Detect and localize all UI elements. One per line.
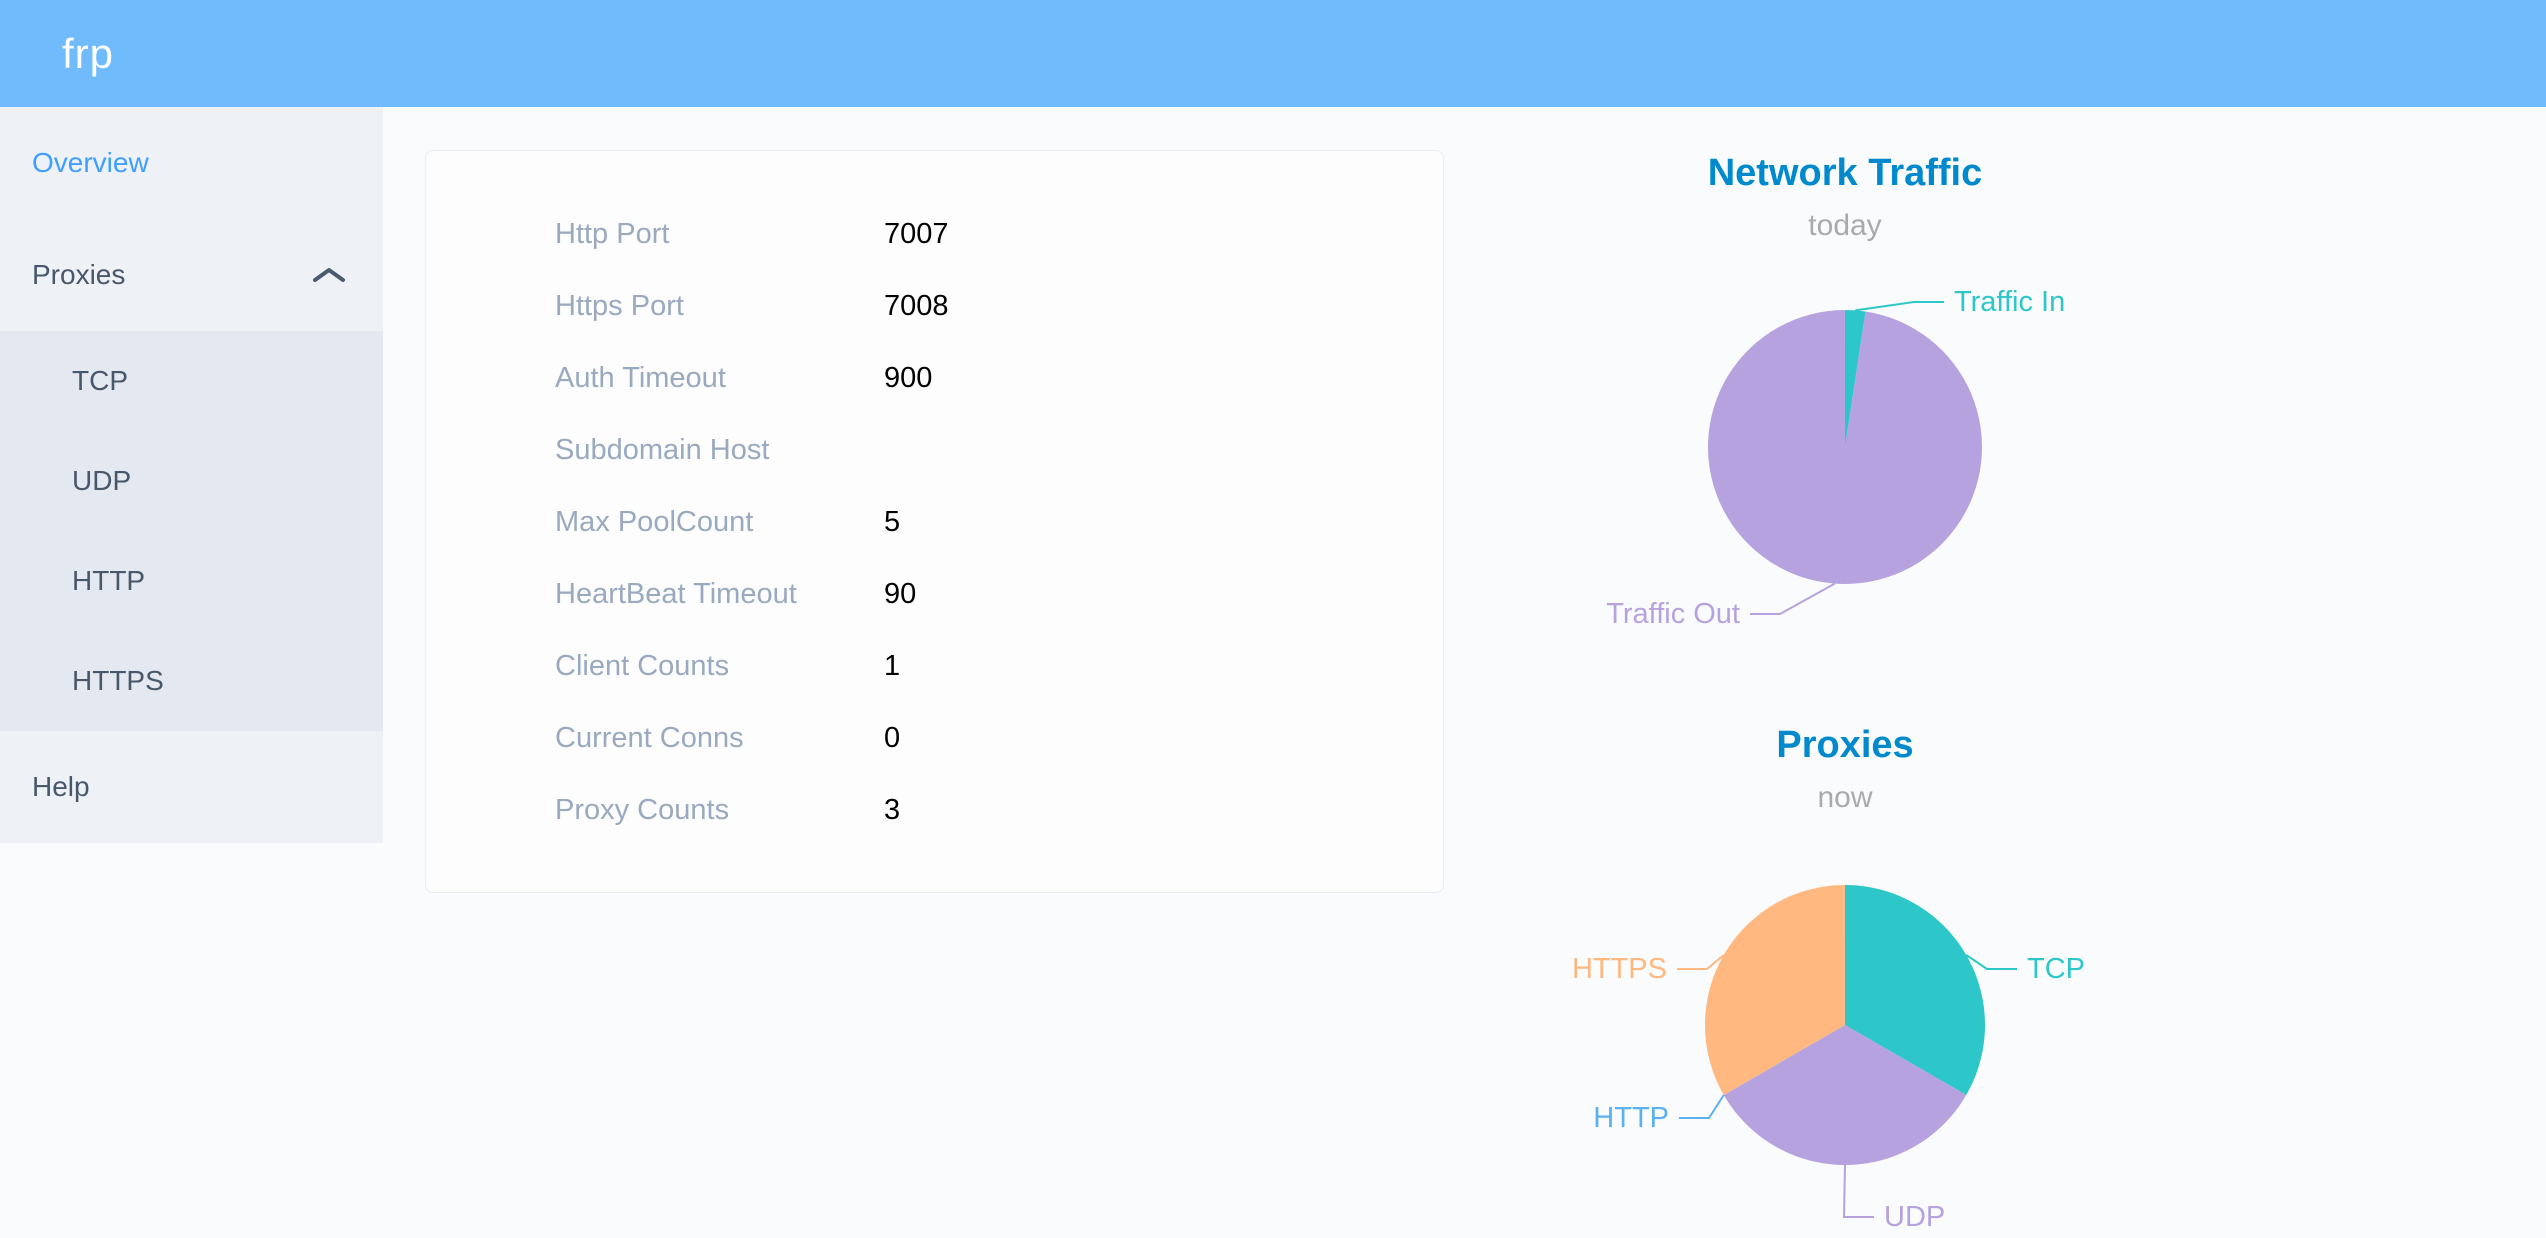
config-row-https-port: Https Port 7008: [426, 270, 1443, 342]
pie-slice-https[interactable]: [1705, 885, 1845, 1095]
sidebar-subitem-tcp-label: TCP: [72, 365, 128, 396]
sidebar-subitem-https[interactable]: HTTPS: [0, 631, 383, 731]
config-value: 3: [884, 793, 901, 826]
sidebar-item-overview-label: Overview: [32, 147, 149, 178]
app-logo[interactable]: frp: [62, 29, 115, 77]
config-label: Max PoolCount: [555, 505, 754, 538]
config-label: Https Port: [555, 289, 684, 322]
pie-label-udp: UDP: [1884, 1201, 1945, 1233]
pie-label-line: [1677, 954, 1725, 970]
config-label: Proxy Counts: [555, 793, 730, 826]
config-value: 90: [884, 577, 917, 610]
config-row-max-poolcount: Max PoolCount 5: [426, 486, 1443, 558]
config-value: 0: [884, 721, 901, 754]
config-label: Http Port: [555, 217, 670, 250]
pie-label-line: [1965, 954, 2017, 970]
config-value: 7007: [884, 217, 949, 250]
sidebar-item-proxies-label: Proxies: [32, 259, 126, 290]
config-label: Subdomain Host: [555, 433, 770, 466]
sidebar-subitem-https-label: HTTPS: [72, 665, 164, 696]
pie-slice-traffic-in[interactable]: [1845, 310, 1866, 447]
config-row-http-port: Http Port 7007: [426, 198, 1443, 270]
sidebar-item-help-label: Help: [32, 771, 90, 802]
pie-label-traffic-in: Traffic In: [1954, 286, 2065, 318]
config-label: HeartBeat Timeout: [555, 577, 797, 610]
chart-subtitle: now: [1817, 781, 1873, 814]
config-value: 5: [884, 505, 901, 538]
proxies-chart: Proxies now TCP UDP HTTP HTTPS: [1495, 722, 2195, 1238]
sidebar: Overview Proxies TCP UDP HTTP HTTPS Help: [0, 107, 383, 843]
config-value: 900: [884, 361, 933, 394]
pie-label-http: HTTP: [1593, 1102, 1669, 1134]
network-traffic-chart: Network Traffic today Traffic In Traffic …: [1495, 150, 2195, 726]
proxies-submenu: TCP UDP HTTP HTTPS: [0, 331, 383, 731]
config-value: 7008: [884, 289, 949, 322]
config-row-client-counts: Client Counts 1: [426, 630, 1443, 702]
proxies-pie[interactable]: TCP UDP HTTP HTTPS: [1495, 818, 2195, 1238]
sidebar-item-help[interactable]: Help: [0, 731, 383, 843]
network-traffic-pie[interactable]: Traffic In Traffic Out: [1495, 246, 2195, 726]
config-row-current-conns: Current Conns 0: [426, 702, 1443, 774]
config-row-subdomain-host: Subdomain Host: [426, 414, 1443, 486]
overview-card: Http Port 7007 Https Port 7008 Auth Time…: [425, 150, 1444, 893]
config-label: Client Counts: [555, 649, 730, 682]
chevron-up-icon: [313, 268, 345, 282]
config-row-heartbeat-timeout: HeartBeat Timeout 90: [426, 558, 1443, 630]
config-row-auth-timeout: Auth Timeout 900: [426, 342, 1443, 414]
sidebar-subitem-tcp[interactable]: TCP: [0, 331, 383, 431]
header-bar: frp: [0, 0, 2546, 107]
sidebar-subitem-http-label: HTTP: [72, 565, 146, 596]
chart-title: Proxies: [1776, 724, 1914, 766]
sidebar-item-overview[interactable]: Overview: [0, 107, 383, 219]
pie-label-line: [1855, 301, 1944, 312]
sidebar-item-proxies[interactable]: Proxies: [0, 219, 383, 331]
pie-slice-tcp[interactable]: [1845, 885, 1985, 1095]
pie-label-traffic-out: Traffic Out: [1606, 598, 1740, 630]
config-row-proxy-counts: Proxy Counts 3: [426, 774, 1443, 846]
config-label: Current Conns: [555, 721, 744, 754]
chart-subtitle: today: [1808, 209, 1882, 242]
pie-label-https: HTTPS: [1572, 953, 1667, 985]
sidebar-subitem-udp-label: UDP: [72, 465, 132, 496]
pie-label-line: [1842, 1164, 1874, 1218]
config-value: 1: [884, 649, 901, 682]
pie-label-tcp: TCP: [2027, 953, 2085, 985]
sidebar-subitem-udp[interactable]: UDP: [0, 431, 383, 531]
pie-label-line: [1679, 1094, 1725, 1119]
sidebar-subitem-http[interactable]: HTTP: [0, 531, 383, 631]
pie-slice-traffic-out[interactable]: [1708, 310, 1982, 584]
chart-title: Network Traffic: [1707, 152, 1983, 194]
pie-label-line: [1750, 582, 1836, 615]
config-label: Auth Timeout: [555, 361, 726, 394]
